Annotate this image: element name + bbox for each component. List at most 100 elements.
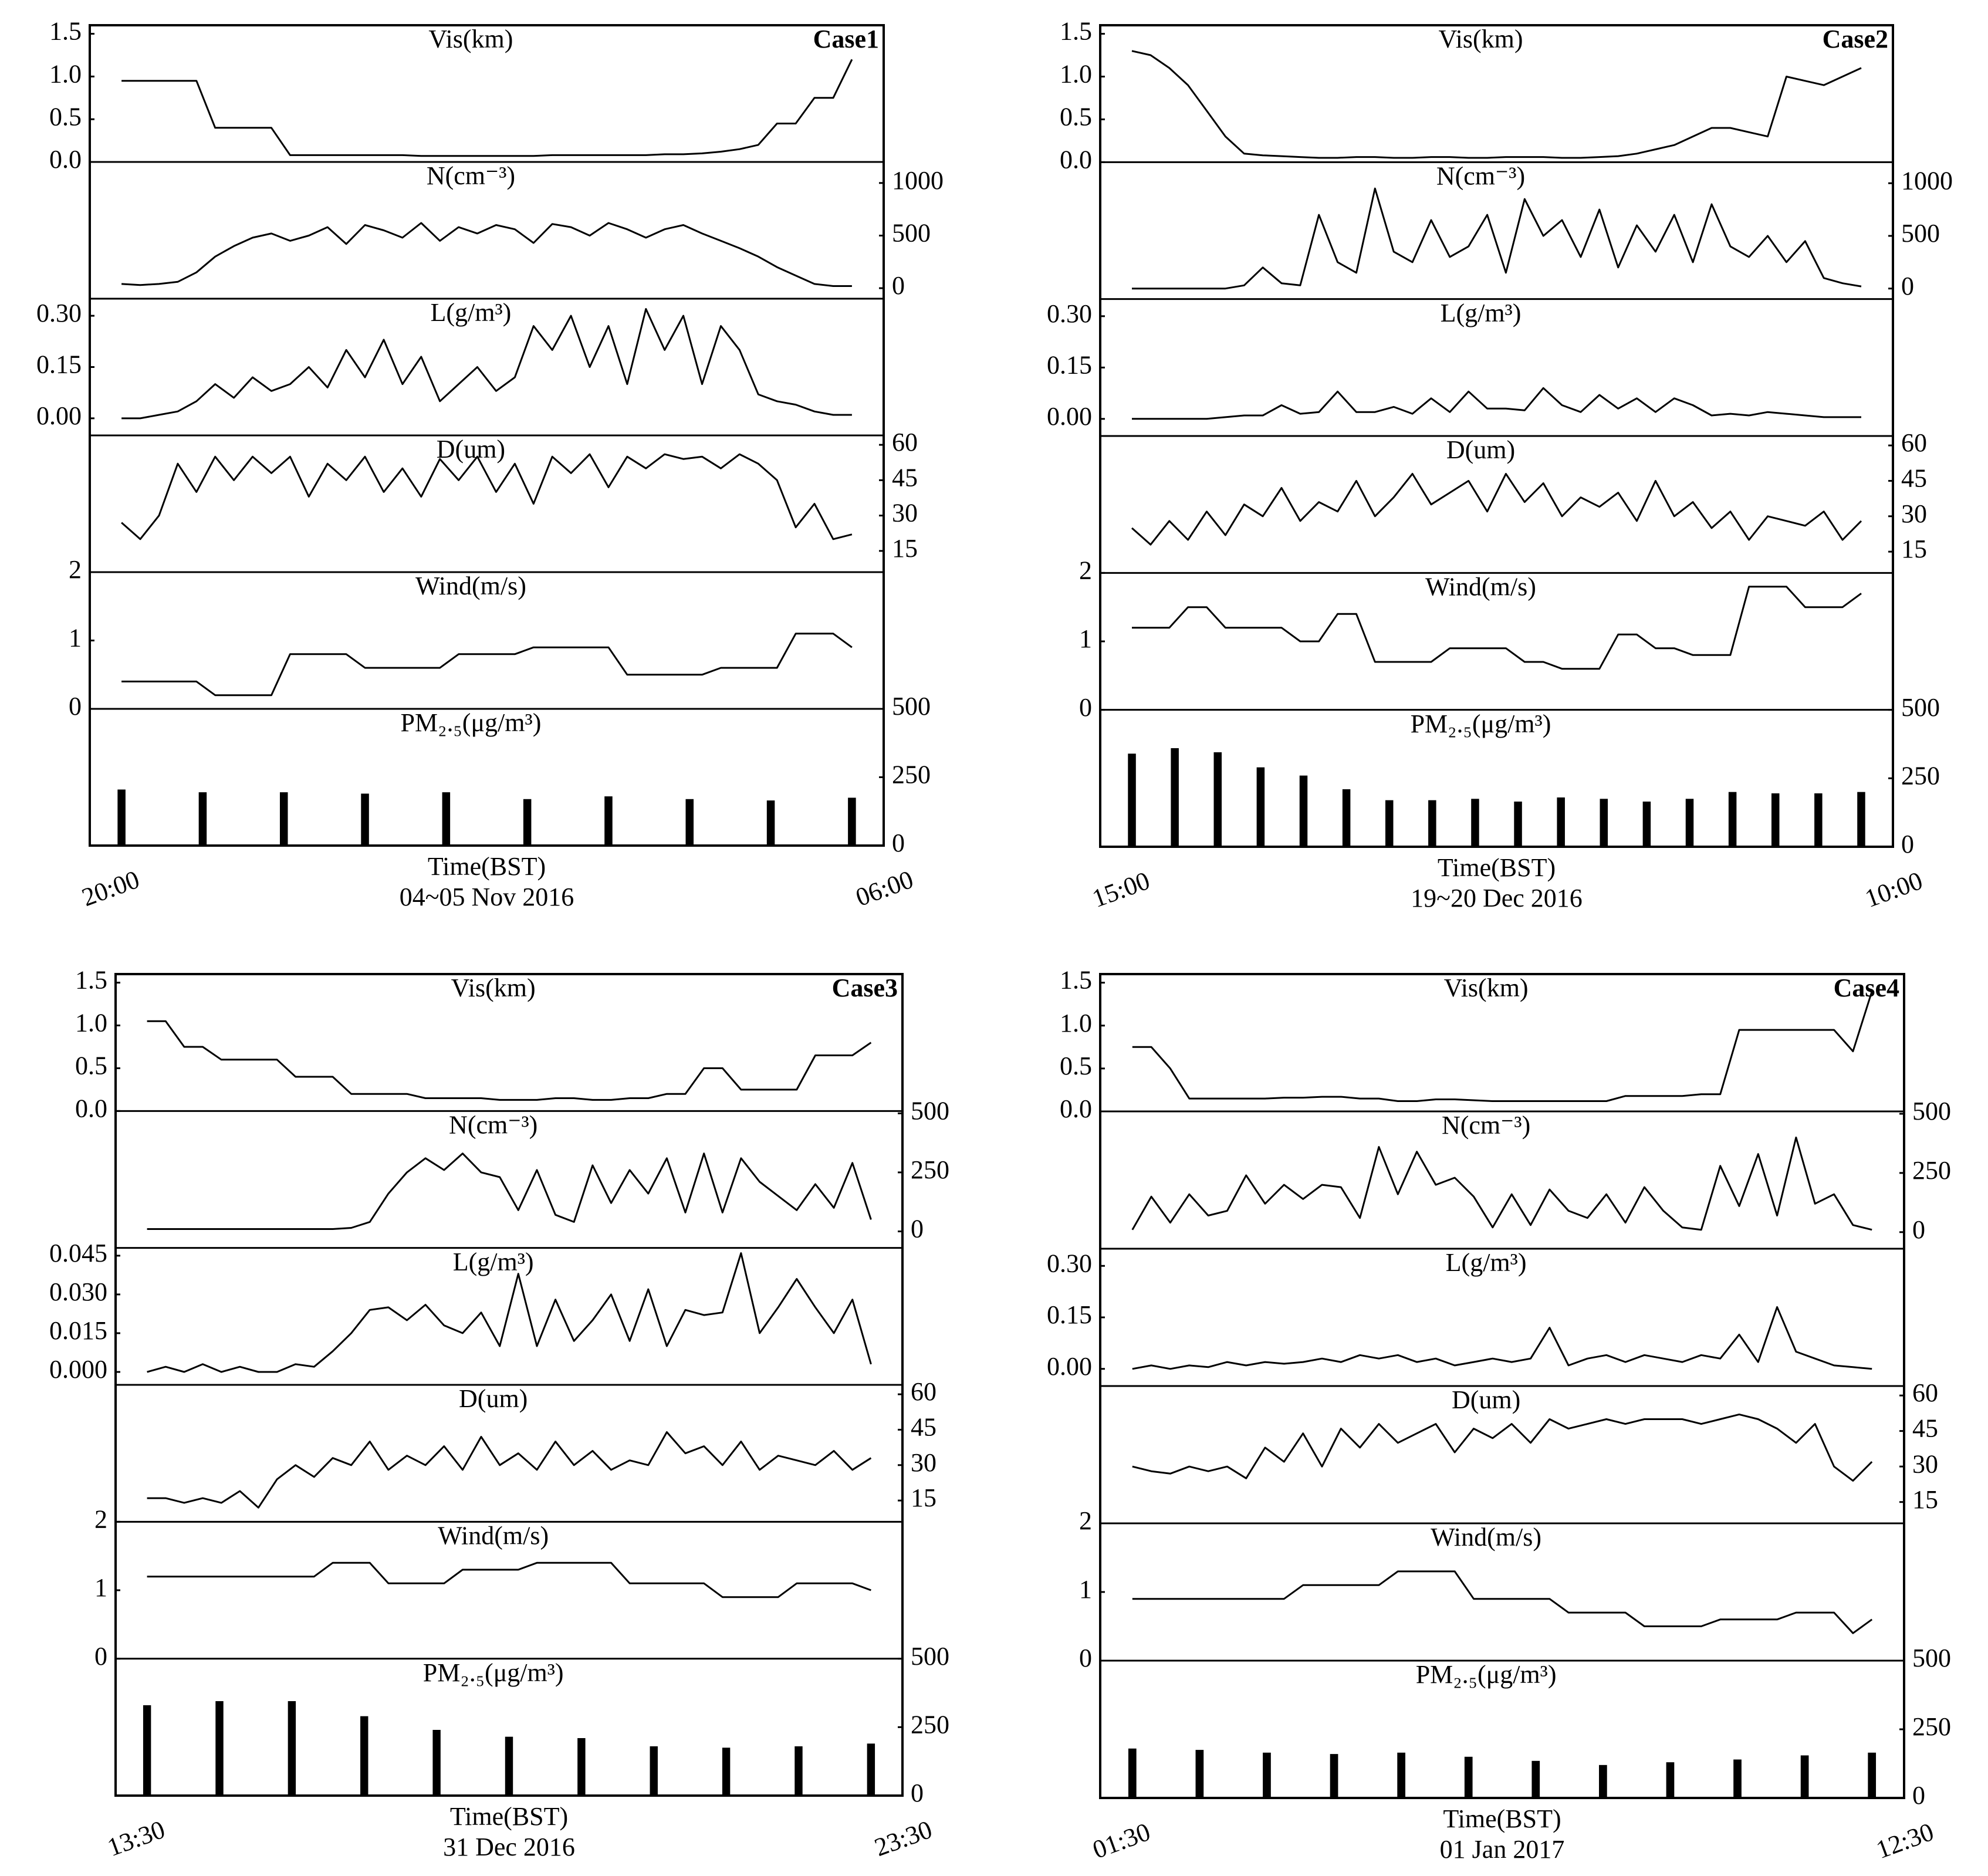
date-label: 31 Dec 2016 [443, 1833, 575, 1861]
y-tick-label: 0.015 [49, 1316, 107, 1345]
bar [523, 799, 532, 846]
y-tick-label: 0 [911, 1215, 924, 1243]
panel-title: D(um) [437, 435, 505, 464]
panel-title: PM₂.₅(μg/m³) [423, 1658, 564, 1687]
bar [1263, 1752, 1271, 1798]
panel-title: N(cm⁻³) [449, 1110, 537, 1139]
y-tick-label: 250 [1912, 1712, 1951, 1741]
bar [1128, 1748, 1137, 1798]
x-axis-title: Time(BST) [1443, 1804, 1561, 1833]
bar [1800, 1755, 1809, 1798]
y-tick-label: 0 [892, 271, 905, 300]
bar [1600, 799, 1608, 847]
x-start-label: 15:00 [1088, 866, 1154, 913]
panel-title: L(g/m³) [431, 298, 512, 327]
data-line [147, 1252, 872, 1373]
data-line [1132, 187, 1862, 290]
bar [604, 796, 613, 846]
panel-title: PM₂.₅(μg/m³) [1411, 709, 1551, 738]
y-tick-label: 250 [892, 760, 931, 789]
bar [1666, 1762, 1675, 1798]
bar [1642, 802, 1651, 847]
panel-title: Wind(m/s) [415, 572, 526, 600]
panel-title: PM₂.₅(μg/m³) [401, 708, 542, 737]
y-tick-label: 1.5 [1060, 17, 1092, 46]
data-line [1132, 387, 1861, 420]
y-tick-label: 0 [69, 692, 82, 721]
y-tick-label: 250 [1912, 1156, 1951, 1185]
panel-title: L(g/m³) [453, 1248, 534, 1276]
panel-title: Wind(m/s) [1431, 1523, 1541, 1551]
y-tick-label: 500 [1901, 693, 1940, 722]
y-tick-label: 1.5 [1060, 966, 1092, 995]
bar [1385, 800, 1394, 847]
y-tick-label: 60 [892, 428, 918, 457]
panel-title: N(cm⁻³) [1436, 161, 1525, 190]
y-tick-label: 1000 [1901, 166, 1953, 195]
panel-title: L(g/m³) [1441, 299, 1522, 327]
y-tick-label: 250 [1901, 761, 1940, 790]
panel-title: Wind(m/s) [1425, 572, 1536, 601]
x-start-label: 01:30 [1089, 1817, 1154, 1864]
bar [848, 797, 856, 846]
y-tick-label: 45 [892, 463, 918, 492]
y-tick-label: 30 [911, 1448, 936, 1477]
y-tick-label: 500 [1901, 219, 1940, 248]
y-tick-label: 0 [911, 1779, 924, 1807]
x-axis-title: Time(BST) [1438, 853, 1556, 882]
y-tick-label: 0.030 [49, 1277, 107, 1306]
y-tick-label: 0.5 [75, 1052, 107, 1080]
y-tick-label: 0 [1079, 693, 1092, 722]
y-tick-label: 15 [1912, 1485, 1938, 1514]
y-tick-label: 0.00 [1047, 402, 1092, 431]
y-tick-label: 1 [1079, 624, 1092, 653]
y-tick-label: 500 [911, 1096, 949, 1125]
bar [867, 1743, 875, 1796]
x-axis-title: Time(BST) [450, 1802, 568, 1831]
panel-title: PM₂.₅(μg/m³) [1416, 1660, 1557, 1689]
y-tick-label: 2 [1079, 556, 1092, 584]
data-line [1131, 50, 1862, 159]
bar [650, 1746, 658, 1796]
y-tick-label: 30 [892, 499, 918, 528]
bar [1397, 1752, 1405, 1798]
case-title: Case2 [1823, 25, 1888, 53]
y-tick-label: 2 [1079, 1506, 1092, 1535]
x-end-label: 23:30 [871, 1815, 936, 1862]
panel-title: Vis(km) [451, 974, 536, 1002]
y-tick-label: 0.00 [1047, 1352, 1092, 1381]
data-line [121, 308, 852, 420]
data-line [147, 1152, 872, 1230]
y-tick-label: 1.0 [49, 59, 82, 88]
y-tick-label: 60 [911, 1377, 936, 1406]
y-tick-label: 0.5 [1060, 103, 1092, 131]
y-tick-label: 1.0 [1060, 1009, 1092, 1037]
y-tick-label: 0.15 [36, 350, 82, 379]
bar [1514, 802, 1522, 847]
y-tick-label: 0.30 [1047, 299, 1092, 328]
y-tick-label: 60 [1912, 1378, 1938, 1407]
data-line [1131, 472, 1862, 546]
y-tick-label: 45 [1912, 1414, 1938, 1443]
bar [1299, 775, 1308, 847]
panel-title: Vis(km) [1444, 974, 1529, 1002]
y-tick-label: 1 [94, 1573, 107, 1602]
y-tick-label: 2 [69, 555, 82, 584]
data-line [121, 222, 852, 287]
x-end-label: 12:30 [1872, 1817, 1938, 1864]
y-tick-label: 1.0 [75, 1009, 107, 1037]
y-tick-label: 0 [1912, 1215, 1925, 1244]
bar [1599, 1765, 1607, 1798]
x-start-label: 20:00 [78, 865, 143, 912]
bar [432, 1730, 441, 1796]
x-start-label: 13:30 [104, 1815, 169, 1862]
y-tick-label: 45 [1901, 464, 1927, 493]
bar [1330, 1754, 1338, 1798]
bar [1685, 799, 1694, 847]
y-tick-label: 0.5 [49, 102, 82, 131]
bar [1868, 1752, 1877, 1798]
bar [143, 1705, 151, 1796]
data-line [1132, 586, 1862, 670]
y-tick-label: 0.0 [1060, 1094, 1092, 1123]
panel-title: N(cm⁻³) [427, 161, 515, 190]
